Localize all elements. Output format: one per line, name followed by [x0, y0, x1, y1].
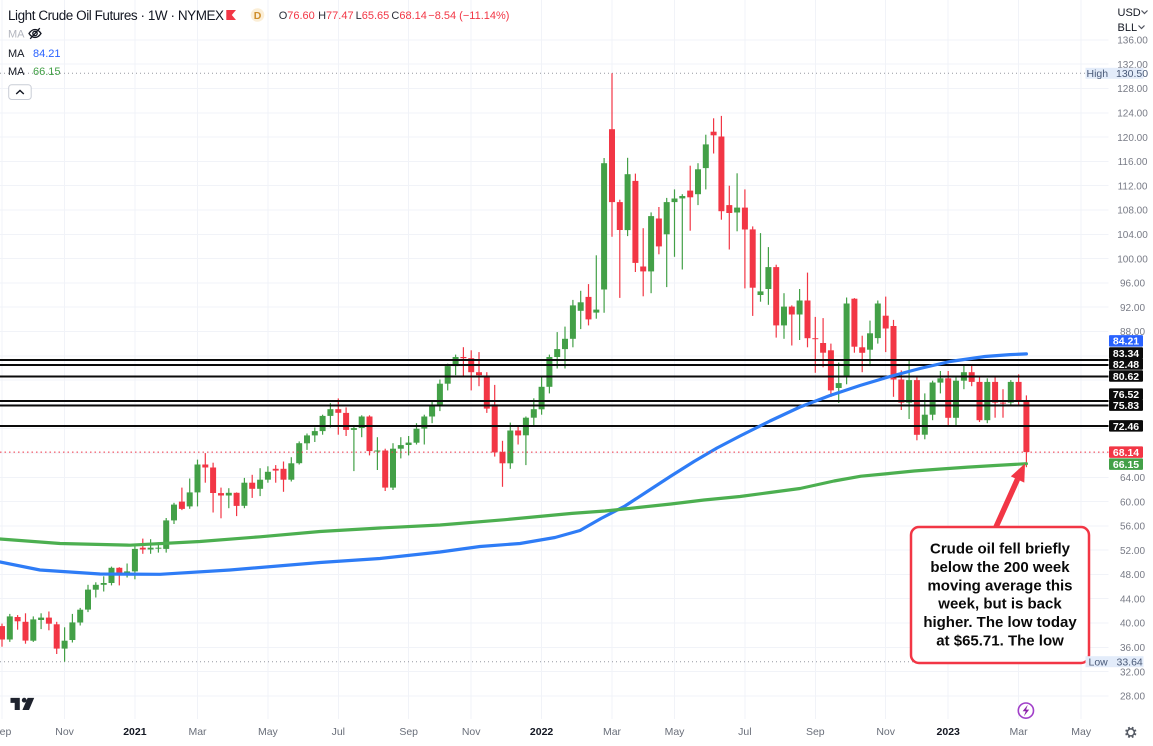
svg-text:28.00: 28.00 [1120, 692, 1145, 703]
svg-text:84.21: 84.21 [1113, 336, 1139, 348]
svg-text:USD: USD [1118, 7, 1141, 19]
svg-text:May: May [1071, 726, 1092, 738]
svg-text:84.21: 84.21 [33, 48, 61, 60]
svg-text:Nov: Nov [462, 726, 481, 738]
svg-text:moving average this: moving average this [927, 577, 1072, 594]
svg-text:33.64: 33.64 [1117, 656, 1143, 668]
svg-text:C68.14: C68.14 [391, 10, 426, 22]
svg-text:higher. The low today: higher. The low today [923, 614, 1077, 631]
svg-text:Nov: Nov [55, 726, 74, 738]
svg-text:Crude oil fell briefly: Crude oil fell briefly [930, 541, 1071, 558]
svg-text:Low: Low [1089, 656, 1109, 668]
svg-text:80.62: 80.62 [1113, 371, 1139, 383]
svg-text:week, but is back: week, but is back [937, 596, 1062, 613]
svg-text:D: D [254, 10, 262, 22]
svg-text:32.00: 32.00 [1120, 667, 1145, 678]
svg-text:H77.47: H77.47 [318, 10, 353, 22]
svg-text:75.83: 75.83 [1113, 400, 1139, 412]
svg-text:66.15: 66.15 [33, 66, 61, 78]
svg-text:68.14: 68.14 [1113, 447, 1139, 459]
svg-text:2021: 2021 [123, 726, 147, 738]
svg-text:100.00: 100.00 [1117, 254, 1148, 265]
svg-text:Jul: Jul [332, 726, 345, 738]
svg-text:96.00: 96.00 [1120, 279, 1145, 290]
svg-text:48.00: 48.00 [1120, 570, 1145, 581]
svg-text:88.00: 88.00 [1120, 327, 1145, 338]
svg-text:L65.65: L65.65 [356, 10, 390, 22]
svg-text:52.00: 52.00 [1120, 546, 1145, 557]
svg-text:132.00: 132.00 [1117, 60, 1148, 71]
svg-text:2023: 2023 [937, 726, 961, 738]
svg-text:82.48: 82.48 [1113, 359, 1139, 371]
svg-text:83.34: 83.34 [1113, 348, 1139, 360]
svg-text:Mar: Mar [188, 726, 207, 738]
svg-text:60.00: 60.00 [1120, 497, 1145, 508]
svg-text:112.00: 112.00 [1118, 181, 1148, 192]
svg-text:Jul: Jul [738, 726, 751, 738]
svg-text:2022: 2022 [530, 726, 554, 738]
svg-text:Mar: Mar [1010, 726, 1029, 738]
svg-text:at $65.71. The low: at $65.71. The low [936, 633, 1064, 650]
svg-text:108.00: 108.00 [1117, 206, 1148, 217]
svg-text:64.00: 64.00 [1120, 473, 1145, 484]
svg-text:−8.54 (−11.14%): −8.54 (−11.14%) [428, 10, 509, 22]
svg-text:MA: MA [8, 66, 25, 78]
svg-text:O76.60: O76.60 [279, 10, 315, 22]
svg-text:128.00: 128.00 [1117, 84, 1148, 95]
svg-text:56.00: 56.00 [1120, 522, 1145, 533]
svg-text:BLL: BLL [1118, 22, 1138, 34]
svg-text:120.00: 120.00 [1117, 133, 1148, 144]
svg-text:40.00: 40.00 [1120, 619, 1145, 630]
svg-text:76.52: 76.52 [1113, 389, 1139, 401]
svg-text:Nov: Nov [876, 726, 895, 738]
svg-text:104.00: 104.00 [1117, 230, 1148, 241]
svg-text:72.46: 72.46 [1113, 421, 1139, 433]
svg-text:Light Crude Oil Futures · 1W ·: Light Crude Oil Futures · 1W · NYMEX [8, 8, 224, 23]
svg-text:May: May [665, 726, 686, 738]
svg-text:92.00: 92.00 [1120, 303, 1145, 314]
svg-text:Mar: Mar [603, 726, 622, 738]
svg-text:44.00: 44.00 [1120, 594, 1145, 605]
svg-text:below the 200 week: below the 200 week [930, 559, 1070, 576]
svg-text:Sep: Sep [0, 726, 11, 738]
svg-text:116.00: 116.00 [1118, 157, 1148, 168]
svg-text:36.00: 36.00 [1120, 643, 1145, 654]
svg-text:MA: MA [8, 29, 25, 41]
svg-text:124.00: 124.00 [1117, 109, 1148, 120]
svg-text:MA: MA [8, 48, 25, 60]
svg-text:66.15: 66.15 [1113, 459, 1139, 471]
svg-text:May: May [258, 726, 279, 738]
svg-text:130.50: 130.50 [1116, 68, 1148, 80]
svg-text:High: High [1087, 68, 1109, 80]
svg-text:136.00: 136.00 [1117, 36, 1148, 47]
svg-text:Sep: Sep [806, 726, 825, 738]
svg-text:Sep: Sep [399, 726, 418, 738]
